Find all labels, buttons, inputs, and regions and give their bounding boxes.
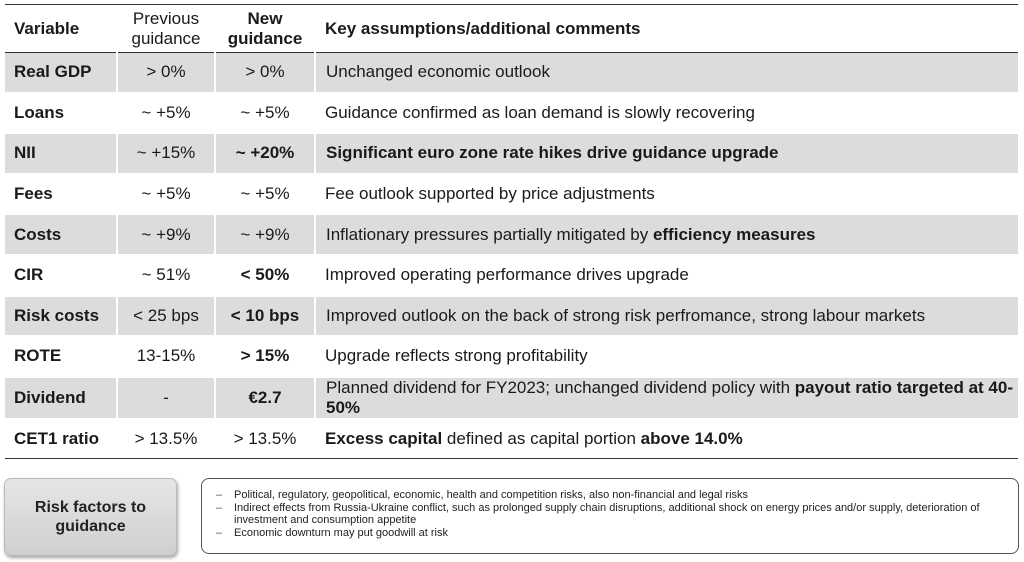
- row-previous: 13-15%: [117, 336, 215, 378]
- row-new: > 15%: [215, 336, 315, 378]
- comment-text: defined as capital portion: [442, 429, 641, 449]
- row-previous: ~ +5%: [117, 92, 215, 135]
- row-comment: Guidance confirmed as loan demand is slo…: [315, 92, 1018, 135]
- row-new: €2.7: [215, 376, 316, 420]
- row-variable: Loans: [5, 92, 117, 135]
- row-variable: Risk costs: [5, 295, 117, 338]
- comment-text: Guidance confirmed as loan demand is slo…: [325, 102, 755, 122]
- comment-text: Planned dividend for FY2023; unchanged d…: [326, 377, 795, 397]
- row-variable: ROTE: [5, 336, 117, 378]
- row-new: > 0%: [215, 52, 316, 94]
- bullet-dash: –: [216, 501, 223, 514]
- row-new: ~ +20%: [215, 133, 316, 175]
- row-new: < 50%: [215, 254, 315, 297]
- row-previous: ~ 51%: [117, 254, 215, 297]
- table-row: Risk costs < 25 bps < 10 bps Improved ou…: [5, 295, 1018, 338]
- comment-text: Significant euro zone rate hikes drive g…: [326, 143, 779, 163]
- risk-item-text: Economic downturn may put goodwill at ri…: [234, 526, 448, 539]
- row-previous: > 13.5%: [117, 418, 215, 460]
- row-comment: Fee outlook supported by price adjustmen…: [315, 173, 1018, 216]
- row-variable: Costs: [5, 214, 117, 256]
- row-comment: Improved outlook on the back of strong r…: [315, 295, 1018, 338]
- table-header-row: Variable Previous guidance New guidance …: [5, 4, 1018, 53]
- table-row: Dividend - €2.7 Planned dividend for FY2…: [5, 376, 1018, 420]
- risk-item-text: Indirect effects from Russia-Ukraine con…: [234, 501, 980, 527]
- comment-text: Fee outlook supported by price adjustmen…: [325, 184, 655, 204]
- comment-text: Improved operating performance drives up…: [325, 265, 689, 285]
- list-item: – Economic downturn may put goodwill at r…: [216, 527, 998, 540]
- row-previous: ~ +5%: [117, 173, 215, 216]
- risk-factors-list: – Political, regulatory, geopolitical, ec…: [216, 489, 998, 539]
- comment-text: Improved outlook on the back of strong r…: [326, 305, 926, 325]
- row-comment: Upgrade reflects strong profitability: [315, 336, 1018, 378]
- row-comment: Inflationary pressures partially mitigat…: [315, 214, 1018, 256]
- row-previous: -: [116, 376, 216, 420]
- table-row: ROTE 13-15% > 15% Upgrade reflects stron…: [5, 336, 1018, 378]
- table-row: NII ~ +15% ~ +20% Significant euro zone …: [5, 133, 1018, 175]
- comment-text: Inflationary pressures partially mitigat…: [326, 224, 653, 244]
- row-previous: < 25 bps: [116, 295, 216, 338]
- guidance-table: Variable Previous guidance New guidance …: [5, 4, 1018, 460]
- risk-factors-box: – Political, regulatory, geopolitical, ec…: [201, 478, 1019, 554]
- risk-item-text: Political, regulatory, geopolitical, eco…: [234, 489, 749, 501]
- risk-factors-button[interactable]: Risk factors to guidance: [4, 478, 177, 556]
- row-variable: Real GDP: [5, 52, 117, 94]
- comment-emphasis: payout ratio targeted at 40-50%: [326, 377, 1013, 417]
- comment-text: Upgrade reflects strong profitability: [325, 346, 588, 366]
- row-comment: Unchanged economic outlook: [315, 52, 1018, 94]
- bullet-dash: –: [216, 526, 223, 539]
- table-row: CET1 ratio > 13.5% > 13.5% Excess capita…: [5, 418, 1018, 460]
- row-new: ~ +9%: [215, 214, 316, 256]
- bullet-dash: –: [216, 489, 223, 501]
- row-new: ~ +5%: [215, 92, 315, 135]
- table-row: Costs ~ +9% ~ +9% Inflationary pressures…: [5, 214, 1018, 256]
- table-row: Fees ~ +5% ~ +5% Fee outlook supported b…: [5, 173, 1018, 216]
- row-variable: CET1 ratio: [5, 418, 117, 460]
- row-variable: Dividend: [5, 376, 117, 420]
- list-item: – Indirect effects from Russia-Ukraine co…: [216, 502, 998, 527]
- comment-emphasis: Excess capital: [325, 429, 443, 449]
- comment-emphasis: above 14.0%: [640, 429, 743, 449]
- header-new-guidance: New guidance: [215, 4, 315, 53]
- risk-factors-label: Risk factors to guidance: [34, 499, 147, 535]
- comment-text: Unchanged economic outlook: [326, 62, 550, 82]
- row-previous: ~ +9%: [116, 214, 216, 256]
- row-variable: CIR: [5, 254, 117, 297]
- row-comment: Improved operating performance drives up…: [315, 254, 1018, 297]
- row-new: ~ +5%: [215, 173, 315, 216]
- row-previous: ~ +15%: [116, 133, 216, 175]
- header-previous-guidance: Previous guidance: [117, 4, 215, 53]
- row-new: > 13.5%: [215, 418, 315, 460]
- row-new: < 10 bps: [215, 295, 316, 338]
- header-variable: Variable: [5, 4, 117, 53]
- row-variable: Fees: [5, 173, 117, 216]
- row-previous: > 0%: [116, 52, 216, 94]
- row-comment: Planned dividend for FY2023; unchanged d…: [315, 376, 1018, 420]
- header-comments: Key assumptions/additional comments: [315, 4, 1018, 53]
- table-row: Real GDP > 0% > 0% Unchanged economic ou…: [5, 52, 1018, 94]
- row-comment: Significant euro zone rate hikes drive g…: [315, 133, 1018, 175]
- list-item: – Political, regulatory, geopolitical, ec…: [216, 489, 998, 502]
- row-comment: Excess capital defined as capital portio…: [315, 418, 1018, 460]
- comment-emphasis: efficiency measures: [652, 224, 816, 244]
- table-row: CIR ~ 51% < 50% Improved operating perfo…: [5, 254, 1018, 297]
- row-variable: NII: [5, 133, 117, 175]
- table-row: Loans ~ +5% ~ +5% Guidance confirmed as …: [5, 92, 1018, 135]
